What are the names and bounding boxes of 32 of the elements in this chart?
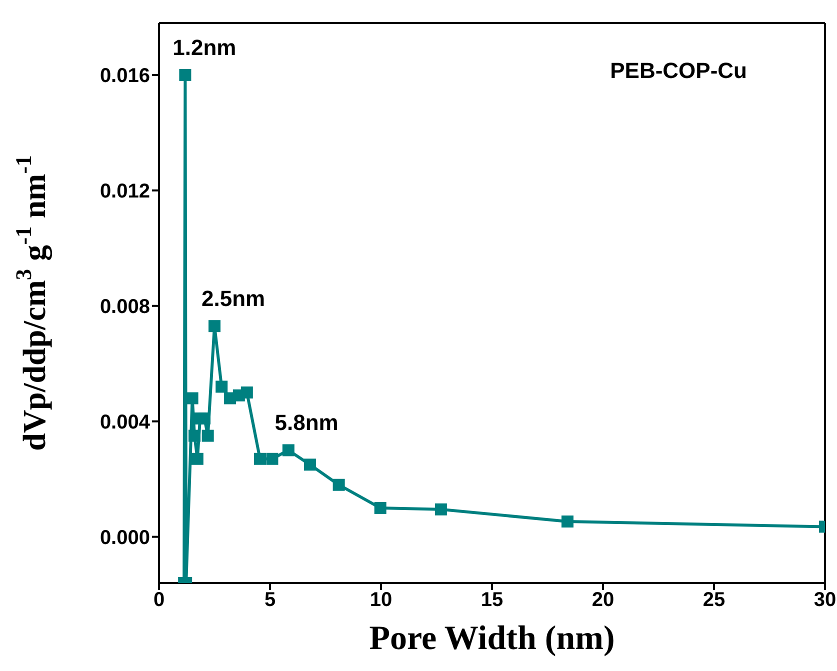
annotation: 5.8nm — [274, 410, 338, 436]
point — [304, 458, 316, 471]
x-tick-label: 20 — [592, 589, 614, 612]
point — [202, 430, 214, 442]
annotation: 1.2nm — [172, 34, 236, 60]
point — [332, 478, 345, 491]
point — [254, 452, 266, 465]
y-tick-label: 0.004 — [100, 411, 151, 434]
y-tick-label: 0.000 — [100, 526, 150, 549]
x-tick-label: 30 — [814, 589, 836, 612]
point — [266, 452, 278, 465]
annotation: 2.5nm — [202, 286, 266, 312]
point — [282, 444, 294, 456]
point — [186, 392, 198, 404]
point — [191, 452, 204, 465]
x-axis-title: Pore Width (nm) — [369, 620, 615, 657]
annotation: PEB-COP-Cu — [610, 58, 747, 84]
point — [240, 386, 253, 398]
x-tick-label: 5 — [264, 589, 276, 612]
point — [216, 380, 228, 393]
point — [208, 320, 220, 332]
y-tick-label: 0.016 — [100, 65, 150, 88]
y-tick-label: 0.012 — [100, 180, 150, 203]
x-tick-label: 15 — [480, 589, 504, 612]
x-tick-label: 10 — [370, 589, 392, 612]
y-tick-label: 0.008 — [100, 296, 150, 318]
point — [434, 503, 447, 516]
x-tick-label: 25 — [702, 589, 726, 612]
point — [561, 516, 574, 528]
point — [374, 502, 386, 514]
x-tick-label: 0 — [153, 589, 165, 612]
point — [179, 68, 192, 81]
